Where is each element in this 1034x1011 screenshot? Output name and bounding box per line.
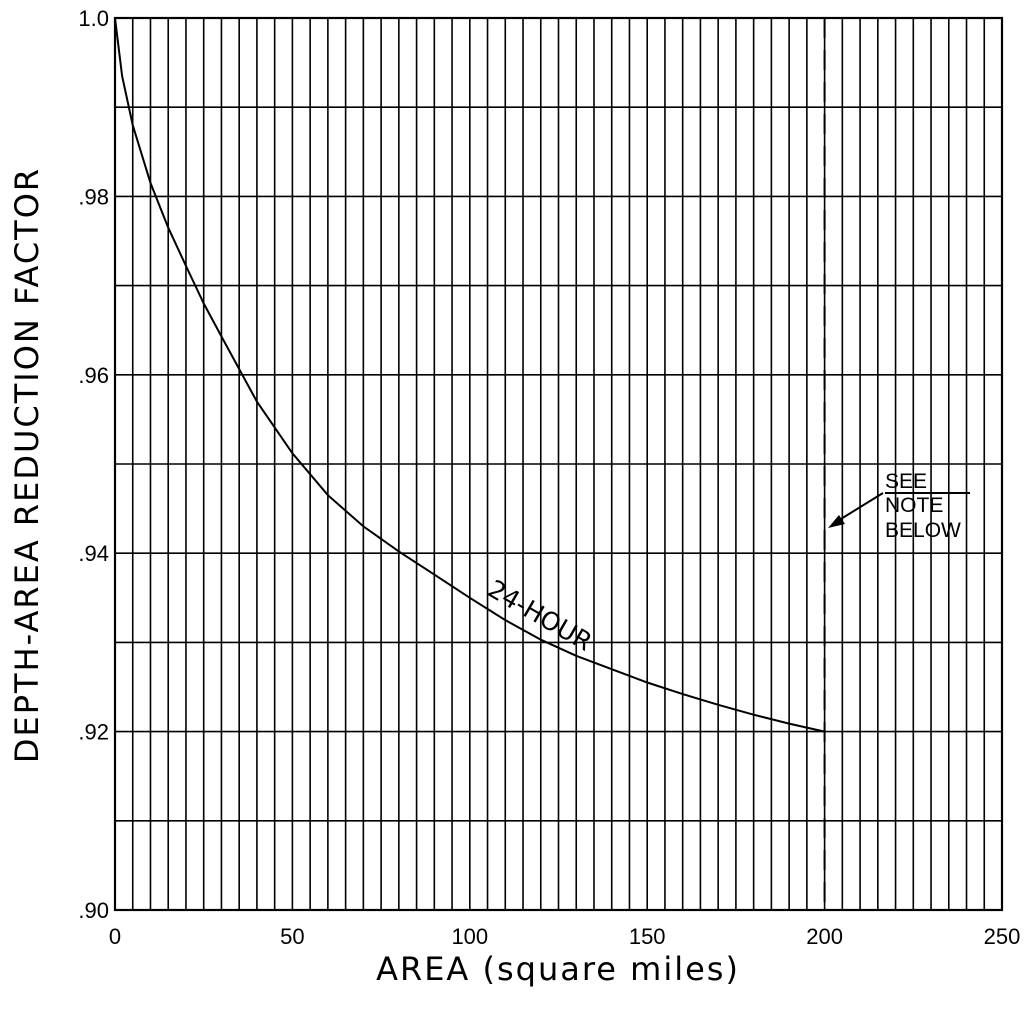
plot-frame xyxy=(113,16,1004,912)
y-tick-label: .90 xyxy=(78,898,109,923)
x-tick-label: 100 xyxy=(451,924,488,949)
annotation-line: BELOW xyxy=(885,519,961,542)
annotation-see-note: SEE NOTE BELOW xyxy=(828,470,970,542)
y-tick-label: .98 xyxy=(78,184,109,209)
grid xyxy=(115,18,1002,910)
y-tick-label: .96 xyxy=(78,363,109,388)
x-axis-title: AREA (square miles) xyxy=(376,950,740,988)
series-line xyxy=(114,17,825,733)
annotation-leader xyxy=(835,492,884,523)
y-tick-labels: .90 .92 .94 .96 .98 1.0 xyxy=(78,6,109,923)
x-tick-label: 200 xyxy=(806,924,843,949)
arrow-icon xyxy=(828,515,845,528)
x-tick-label: 250 xyxy=(984,924,1021,949)
annotation-line: SEE xyxy=(885,470,927,493)
x-tick-label: 50 xyxy=(280,924,304,949)
y-axis-title: DEPTH-AREA REDUCTION FACTOR xyxy=(8,167,46,763)
y-tick-label: .92 xyxy=(78,720,109,745)
y-tick-label: .94 xyxy=(78,541,109,566)
x-tick-labels: 0 50 100 150 200 250 xyxy=(109,924,1020,949)
x-tick-label: 150 xyxy=(629,924,666,949)
x-tick-label: 0 xyxy=(109,924,121,949)
series-layer xyxy=(114,17,825,733)
annotation-line: NOTE xyxy=(885,494,943,517)
y-tick-label: 1.0 xyxy=(78,6,109,31)
